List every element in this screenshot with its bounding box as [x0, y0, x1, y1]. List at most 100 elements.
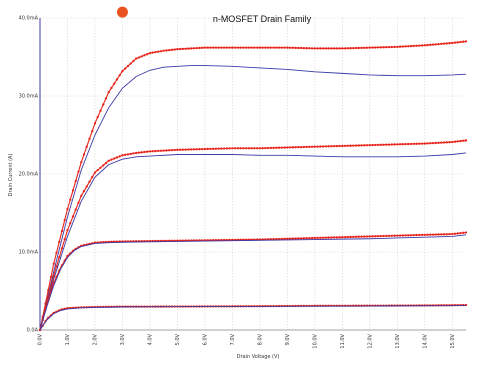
measured-point: [179, 47, 182, 51]
measured-point: [324, 145, 327, 148]
measured-point: [409, 142, 413, 146]
measured-point: [404, 142, 407, 146]
measured-point: [459, 139, 462, 143]
measured-point: [338, 47, 341, 50]
measured-point: [168, 48, 171, 52]
measured-point: [129, 62, 132, 65]
measured-point: [113, 157, 116, 160]
measured-point: [448, 42, 451, 45]
measured-point: [244, 147, 248, 150]
measured-point: [242, 147, 245, 150]
measured-point: [357, 235, 360, 238]
measured-point: [82, 190, 86, 193]
measured-point: [324, 47, 327, 50]
measured-point: [85, 145, 88, 148]
measured-point: [398, 45, 402, 48]
measured-point: [426, 43, 429, 47]
measured-point: [330, 47, 333, 50]
measured-point: [288, 146, 292, 149]
measured-point: [412, 142, 415, 146]
measured-point: [151, 51, 154, 54]
measured-point: [368, 235, 371, 238]
measured-point: [343, 144, 347, 147]
measured-point: [157, 149, 160, 153]
x-tick-label: 4.0V: [147, 333, 153, 345]
measured-point: [85, 185, 88, 188]
measured-point: [310, 47, 314, 50]
measured-point: [401, 143, 404, 146]
measured-point: [365, 144, 369, 147]
measured-point: [247, 147, 251, 150]
measured-point: [456, 41, 459, 44]
measured-point: [60, 247, 64, 250]
measured-point: [272, 46, 275, 49]
measured-point: [297, 237, 300, 240]
measured-point: [448, 232, 451, 236]
measured-point: [231, 147, 234, 150]
measured-point: [357, 144, 360, 147]
measured-point: [390, 45, 393, 49]
measured-point: [258, 147, 262, 150]
measured-point: [165, 49, 168, 52]
measured-point: [313, 145, 316, 148]
measured-point: [159, 149, 163, 152]
measured-point: [335, 236, 338, 239]
orange-marker-dot[interactable]: [116, 6, 128, 18]
measured-point: [437, 42, 440, 46]
measured-point: [168, 149, 171, 152]
measured-point: [173, 48, 176, 51]
measured-point: [310, 145, 314, 148]
measured-point: [58, 240, 61, 244]
series-group: [38, 40, 468, 332]
measured-point: [379, 143, 382, 146]
measured-point: [431, 43, 435, 46]
measured-point: [371, 235, 374, 238]
x-tick-label: 8.0V: [257, 333, 263, 345]
measured-point: [453, 41, 457, 44]
measured-point: [343, 235, 347, 239]
measured-point: [280, 46, 284, 49]
measured-point: [401, 45, 404, 48]
measured-point: [162, 149, 165, 152]
measured-point: [264, 46, 267, 49]
measured-point: [365, 46, 369, 49]
measured-point: [253, 46, 256, 49]
measured-point: [102, 164, 105, 167]
measured-point: [409, 234, 413, 237]
chart-title: n-MOSFET Drain Family: [213, 14, 312, 24]
measured-point: [371, 143, 374, 147]
measured-point: [420, 233, 424, 237]
measured-point: [305, 237, 308, 240]
measured-point: [140, 55, 143, 58]
measured-point: [283, 237, 286, 240]
measured-point: [445, 233, 448, 236]
measured-point: [374, 235, 377, 238]
measured-point: [299, 46, 303, 50]
measured-point: [236, 46, 240, 49]
measured-point: [305, 145, 308, 149]
measured-point: [192, 47, 196, 50]
measured-point: [451, 41, 454, 45]
measured-point: [165, 149, 168, 152]
measured-point: [426, 233, 429, 236]
measured-point: [327, 236, 330, 239]
measured-point: [63, 238, 66, 241]
measured-point: [110, 158, 113, 161]
measured-point: [198, 46, 201, 50]
measured-point: [184, 47, 187, 50]
x-tick-label: 11.0V: [340, 333, 346, 348]
measured-point: [184, 148, 187, 151]
measured-point: [332, 236, 336, 239]
measured-point: [140, 151, 143, 154]
measured-point: [214, 46, 218, 49]
measured-point: [393, 234, 396, 237]
measured-point: [418, 233, 421, 237]
measured-point: [143, 150, 146, 154]
measured-point: [170, 48, 174, 51]
measured-point: [80, 161, 83, 164]
measured-point: [286, 46, 289, 49]
measured-point: [96, 115, 99, 119]
measured-point: [360, 144, 363, 147]
measured-point: [217, 46, 220, 49]
